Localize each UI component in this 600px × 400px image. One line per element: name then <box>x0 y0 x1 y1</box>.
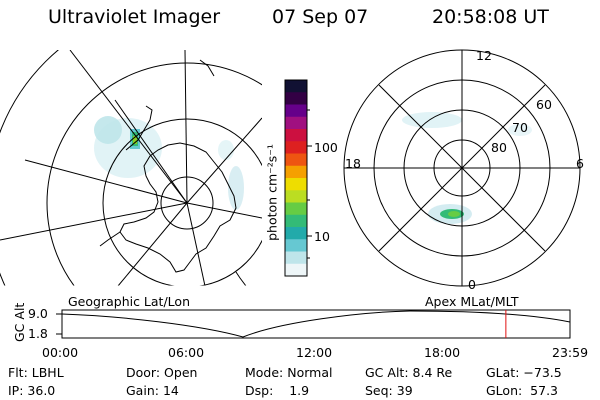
mlt-label-12: 12 <box>476 48 492 63</box>
colorbar-band <box>285 263 307 277</box>
antarctica-coastline <box>119 142 237 273</box>
timeline-tick-1800: 18:00 <box>424 345 461 360</box>
mlt-label-6: 6 <box>576 156 584 171</box>
timeline-ylabel: GC Alt <box>12 302 27 342</box>
colorbar-band <box>285 153 307 167</box>
timeline-tick-0000: 00:00 <box>42 345 79 360</box>
colorbar-band <box>285 104 307 118</box>
colorbar-band <box>285 80 307 93</box>
colorbar-band <box>285 165 307 179</box>
colorbar-band <box>285 141 307 154</box>
colorbar-band <box>285 214 307 228</box>
colorbar-band <box>285 202 307 216</box>
colorbar <box>285 80 307 277</box>
altitude-curve <box>61 310 571 338</box>
mlt-label-0: 0 <box>468 277 476 292</box>
info-dsp: Dsp: 1.9 <box>245 383 310 398</box>
left-panel-label: Geographic Lat/Lon <box>68 294 190 309</box>
magnetic-polar-plot <box>343 49 581 287</box>
info-door: Door: Open <box>126 365 198 380</box>
colorbar-band <box>285 178 307 191</box>
instrument-title: Ultraviolet Imager <box>48 6 221 28</box>
timeline-tick-1200: 12:00 <box>296 345 333 360</box>
left-aurora-glow <box>94 116 244 210</box>
colorbar-band <box>285 116 307 130</box>
geographic-map <box>0 50 262 286</box>
colorbar-band <box>285 239 307 252</box>
colorbar-band <box>285 227 307 240</box>
colorbar-tick-100: 100 <box>314 140 338 155</box>
info-gain: Gain: 14 <box>126 383 179 398</box>
colorbar-band <box>285 190 307 203</box>
info-glat: GLat: −73.5 <box>486 365 562 380</box>
timeline-tick-0600: 06:00 <box>168 345 205 360</box>
info-seq: Seq: 39 <box>365 383 413 398</box>
mlat-label-70: 70 <box>512 120 528 135</box>
colorbar-unit-label: photon cm⁻²s⁻¹ <box>264 144 280 241</box>
mlt-label-18: 18 <box>345 156 361 171</box>
timeline-ymin: 1.8 <box>28 326 48 341</box>
colorbar-band <box>285 129 307 142</box>
mlat-label-80: 80 <box>491 140 507 155</box>
info-flt: Flt: LBHL <box>8 365 64 380</box>
orbit-timeline <box>56 309 571 339</box>
info-gc-alt: GC Alt: 8.4 Re <box>365 365 453 380</box>
time-label: 20:58:08 UT <box>432 6 549 28</box>
info-glon: GLon: 57.3 <box>486 383 559 398</box>
colorbar-tick-10: 10 <box>314 229 330 244</box>
date-label: 07 Sep 07 <box>272 6 369 28</box>
info-mode: Mode: Normal <box>245 365 333 380</box>
timeline-ymax: 9.0 <box>28 306 48 321</box>
right-panel-label: Apex MLat/MLT <box>425 294 519 309</box>
right-aurora-glow <box>402 112 462 128</box>
info-ip: IP: 36.0 <box>8 383 56 398</box>
colorbar-band <box>285 92 307 105</box>
mlat-label-60: 60 <box>536 97 552 112</box>
colorbar-band <box>285 251 307 265</box>
colorbar-frame <box>284 79 308 277</box>
timeline-tick-2359: 23:59 <box>552 345 589 360</box>
